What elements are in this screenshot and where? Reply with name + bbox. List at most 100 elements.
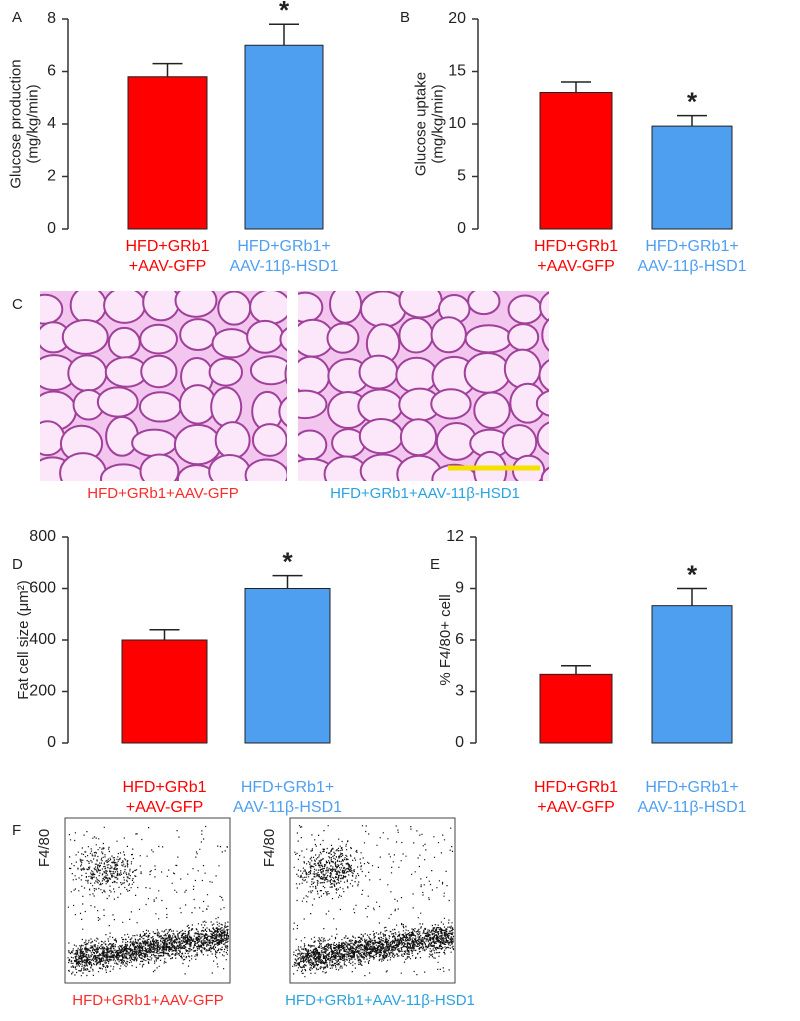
fat-cell	[69, 291, 107, 325]
fat-cell	[535, 389, 549, 417]
fat-cell	[61, 319, 109, 355]
fat-cell	[217, 291, 252, 326]
fat-cell	[536, 421, 549, 456]
panel-label: A	[12, 9, 22, 26]
fat-cell	[244, 458, 287, 481]
panel-label: D	[12, 556, 23, 573]
fat-cell	[174, 291, 218, 318]
category-label: AAV-11β-HSD1	[637, 799, 746, 816]
significance-marker: *	[687, 559, 698, 589]
category-label: AAV-11β-HSD1	[637, 258, 746, 275]
bar	[539, 673, 613, 744]
y-tick-label: 200	[29, 683, 56, 700]
y-tick-label: 8	[47, 10, 56, 27]
fat-cell	[249, 291, 287, 325]
fat-cell	[298, 389, 328, 420]
category-label: +AAV-GFP	[126, 799, 204, 816]
fat-cell	[501, 424, 538, 461]
fat-cell	[358, 418, 404, 455]
fat-cell	[539, 291, 549, 323]
fat-cell	[395, 356, 438, 394]
category-label: HFD+GRb1+	[645, 238, 738, 255]
fat-cell	[105, 415, 139, 457]
fat-cell	[503, 348, 542, 389]
fat-cell	[298, 429, 328, 461]
fat-cell	[430, 316, 467, 354]
fat-cell	[173, 423, 222, 466]
flow-plot-frame	[64, 817, 231, 984]
y-tick-label: 400	[29, 631, 56, 648]
bar	[244, 588, 331, 744]
y-tick-label: 6	[455, 631, 464, 648]
fat-cell	[467, 291, 501, 316]
category-label: +AAV-GFP	[129, 258, 207, 275]
y-tick-label: 0	[47, 220, 56, 237]
significance-marker: *	[687, 86, 698, 116]
fat-cell	[103, 291, 147, 324]
fat-cell	[507, 323, 540, 352]
fat-cell	[179, 318, 218, 351]
significance-marker: *	[282, 547, 293, 577]
plot-caption: HFD+GRb1+AAV-11β-HSD1	[285, 992, 475, 1009]
category-label: HFD+GRb1	[122, 779, 206, 796]
fat-cell	[138, 391, 182, 423]
fat-cell	[142, 291, 181, 322]
fat-cell	[278, 396, 287, 427]
fat-cell	[298, 291, 324, 323]
significance-marker: *	[279, 0, 290, 25]
y-tick-label: 600	[29, 580, 56, 597]
fat-cell	[463, 352, 512, 394]
fat-cell	[140, 354, 178, 389]
fat-cell	[511, 454, 546, 481]
bar	[539, 92, 613, 230]
y-tick-label: 800	[29, 528, 56, 545]
y-tick-label: 5	[457, 168, 466, 185]
fat-cell	[464, 324, 513, 354]
fat-cell	[541, 318, 549, 352]
y-tick-label: 3	[455, 683, 464, 700]
image-caption: HFD+GRb1+AAV-11β-HSD1	[330, 485, 520, 502]
fat-cell	[298, 355, 331, 396]
image-caption: HFD+GRb1+AAV-GFP	[87, 485, 238, 502]
y-tick-label: 0	[455, 734, 464, 751]
y-tick-label: 10	[448, 115, 466, 132]
fat-cell	[131, 428, 178, 458]
fat-cell	[251, 423, 287, 457]
flow-dots	[67, 825, 229, 977]
y-axis-label: % F4/80+ cell	[437, 594, 454, 685]
plot-caption: HFD+GRb1+AAV-GFP	[72, 992, 223, 1009]
fat-cell	[398, 291, 443, 319]
fat-cell	[473, 391, 511, 430]
fat-cell	[430, 388, 472, 420]
axis-label: F4/80	[36, 829, 53, 867]
fat-cell	[211, 328, 252, 359]
y-tick-label: 0	[457, 220, 466, 237]
y-axis-label: (mg/kg/min)	[24, 84, 41, 163]
fat-cell	[208, 454, 251, 481]
fat-cell	[139, 323, 178, 355]
fat-cell	[358, 354, 399, 390]
fat-cell	[540, 466, 549, 481]
category-label: HFD+GRb1	[125, 238, 209, 255]
fat-cell	[208, 357, 244, 387]
fat-cell	[328, 291, 363, 324]
fat-cell	[40, 420, 66, 457]
fat-cell	[246, 319, 284, 354]
fat-cell	[249, 355, 287, 386]
category-label: AAV-11β-HSD1	[233, 799, 342, 816]
fat-cell	[279, 327, 287, 352]
category-label: HFD+GRb1	[534, 779, 618, 796]
bar	[244, 44, 324, 230]
fat-cell	[107, 326, 141, 359]
panel-label: F	[12, 822, 21, 839]
fat-cell	[398, 317, 434, 354]
y-axis-label: Fat cell size (μm²)	[15, 580, 32, 699]
y-axis-label: Glucose production	[7, 59, 24, 188]
y-axis-label: Glucose uptake	[412, 72, 429, 176]
flow-dots	[292, 825, 455, 978]
y-tick-label: 4	[47, 115, 56, 132]
category-label: HFD+GRb1	[534, 238, 618, 255]
panel-label: C	[12, 296, 23, 313]
category-label: HFD+GRb1+	[241, 779, 334, 796]
